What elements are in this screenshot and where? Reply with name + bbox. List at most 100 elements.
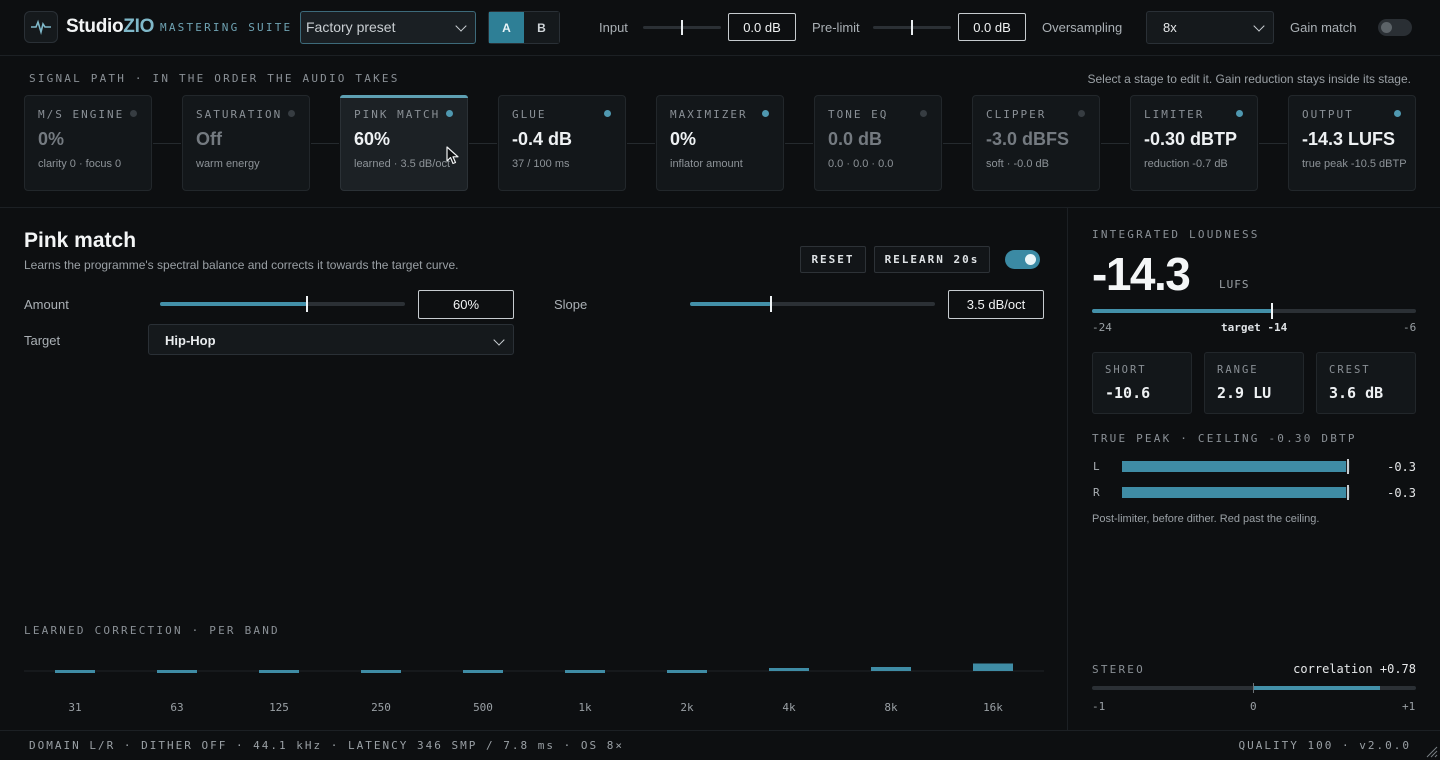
stage-card-tone-eq[interactable]: TONE EQ 0.0 dB 0.0 · 0.0 · 0.0 — [814, 95, 942, 191]
oversampling-value: 8x — [1163, 20, 1177, 35]
stage-value: 0.0 dB — [828, 129, 883, 149]
correction-bar-125 — [259, 670, 299, 673]
stage-card-limiter[interactable]: LIMITER -0.30 dBTP reduction -0.7 dB — [1130, 95, 1258, 191]
stage-detail: soft · -0.0 dB — [986, 158, 1049, 170]
loudness-scale-target: target -14 — [1221, 321, 1288, 334]
peak-value: -0.3 — [1387, 486, 1416, 500]
stage-connector — [469, 143, 497, 144]
stat-short: SHORT -10.6 — [1092, 352, 1192, 414]
stat-label: RANGE — [1217, 364, 1259, 376]
target-label: Target — [24, 333, 61, 348]
stage-connector — [311, 143, 339, 144]
stage-card-m-s-engine[interactable]: M/S ENGINE 0% clarity 0 · focus 0 — [24, 95, 152, 191]
correction-bar-31 — [55, 670, 95, 673]
ab-b-button[interactable]: B — [524, 12, 559, 43]
correlation-meter — [1092, 683, 1416, 693]
gain-match-toggle[interactable] — [1378, 19, 1412, 36]
amount-slider-thumb[interactable] — [306, 296, 308, 312]
peak-channel-label: R — [1093, 486, 1100, 499]
stage-name: OUTPUT — [1302, 108, 1354, 121]
prelimit-slider[interactable] — [873, 20, 951, 35]
input-slider[interactable] — [643, 20, 721, 35]
amount-value-field[interactable]: 60% — [418, 290, 514, 319]
correction-bar-8k — [871, 667, 911, 671]
prelimit-slider-thumb[interactable] — [911, 20, 913, 35]
slope-slider[interactable] — [690, 296, 935, 312]
mouse-cursor-icon — [446, 146, 459, 165]
divider — [1067, 208, 1068, 730]
stage-detail: learned · 3.5 dB/oct — [354, 158, 451, 170]
band-label: 250 — [371, 701, 391, 714]
stereo-title: STEREO — [1092, 663, 1145, 676]
prelimit-value-field[interactable]: 0.0 dB — [958, 13, 1026, 41]
brand-subtitle: MASTERING SUITE — [160, 21, 293, 34]
stat-range: RANGE 2.9 LU — [1204, 352, 1304, 414]
status-bar: DOMAIN L/R · DITHER OFF · 44.1 kHz · LAT… — [0, 730, 1440, 760]
band-label: 63 — [170, 701, 183, 714]
loudness-target-marker — [1271, 303, 1273, 319]
correction-bar-4k — [769, 668, 809, 671]
prelimit-label: Pre-limit — [812, 20, 860, 35]
reset-button[interactable]: RESET — [800, 246, 866, 273]
target-select[interactable]: Hip-Hop — [148, 324, 514, 355]
stage-connector — [785, 143, 813, 144]
slope-slider-fill — [690, 302, 771, 306]
loudness-scale-max: -6 — [1403, 321, 1417, 334]
input-value-field[interactable]: 0.0 dB — [728, 13, 796, 41]
stage-card-saturation[interactable]: SATURATION Off warm energy — [182, 95, 310, 191]
stage-detail: clarity 0 · focus 0 — [38, 158, 122, 170]
correction-title: LEARNED CORRECTION · PER BAND — [24, 624, 280, 637]
stat-value: 3.6 dB — [1329, 384, 1384, 402]
stage-value: -14.3 LUFS — [1302, 129, 1396, 149]
stage-name: LIMITER — [1144, 108, 1205, 121]
stage-editor-title: Pink match — [24, 229, 137, 252]
stat-label: CREST — [1329, 364, 1371, 376]
stage-card-pink-match[interactable]: PINK MATCH 60% learned · 3.5 dB/oct — [340, 95, 468, 191]
stage-name: PINK MATCH — [354, 108, 441, 121]
loudness-meter — [1092, 303, 1416, 319]
slope-slider-thumb[interactable] — [769, 296, 772, 312]
signal-path-hint: Select a stage to edit it. Gain reductio… — [1087, 72, 1411, 86]
true-peak-title: TRUE PEAK · CEILING -0.30 dBTP — [1092, 432, 1357, 445]
stage-detail: 37 / 100 ms — [512, 158, 570, 170]
loudness-title: INTEGRATED LOUDNESS — [1092, 228, 1260, 241]
stage-name: GLUE — [512, 108, 547, 121]
stage-status-dot — [130, 110, 137, 117]
stage-value: 0% — [38, 129, 65, 149]
stage-card-clipper[interactable]: CLIPPER -3.0 dBFS soft · -0.0 dB — [972, 95, 1100, 191]
stage-status-dot — [1394, 110, 1401, 117]
stage-value: -0.4 dB — [512, 129, 573, 149]
input-slider-thumb[interactable] — [681, 20, 683, 35]
band-label: 2k — [680, 701, 694, 714]
gain-match-label: Gain match — [1290, 20, 1357, 35]
preset-select[interactable]: Factory preset — [300, 11, 476, 44]
ceiling-marker — [1347, 459, 1349, 474]
oversampling-select[interactable]: 8x — [1146, 11, 1274, 44]
stage-card-glue[interactable]: GLUE -0.4 dB 37 / 100 ms — [498, 95, 626, 191]
stage-name: TONE EQ — [828, 108, 889, 121]
stage-status-dot — [604, 110, 611, 117]
band-label: 8k — [884, 701, 898, 714]
resize-grip-icon[interactable] — [1424, 744, 1438, 758]
stage-name: M/S ENGINE — [38, 108, 125, 121]
oversampling-label: Oversampling — [1042, 20, 1123, 35]
chevron-down-icon — [493, 334, 505, 346]
amount-label: Amount — [24, 297, 69, 312]
relearn-button[interactable]: RELEARN 20s — [874, 246, 990, 273]
brand-name: StudioZIO — [66, 16, 155, 37]
ceiling-marker — [1347, 485, 1349, 500]
stage-detail: 0.0 · 0.0 · 0.0 — [828, 158, 894, 170]
stage-card-output[interactable]: OUTPUT -14.3 LUFS true peak -10.5 dBTP — [1288, 95, 1416, 191]
stage-detail: true peak -10.5 dBTP — [1302, 158, 1407, 170]
stage-value: 60% — [354, 129, 391, 149]
ab-a-button[interactable]: A — [489, 12, 524, 43]
chevron-down-icon — [455, 20, 467, 32]
stage-card-maximizer[interactable]: MAXIMIZER 0% inflator amount — [656, 95, 784, 191]
stage-status-dot — [446, 110, 453, 117]
divider — [0, 207, 1440, 208]
stage-enable-toggle[interactable] — [1005, 250, 1040, 269]
stage-detail: reduction -0.7 dB — [1144, 158, 1228, 170]
slope-value-field[interactable]: 3.5 dB/oct — [948, 290, 1044, 319]
band-label: 500 — [473, 701, 493, 714]
amount-slider[interactable] — [160, 296, 405, 312]
